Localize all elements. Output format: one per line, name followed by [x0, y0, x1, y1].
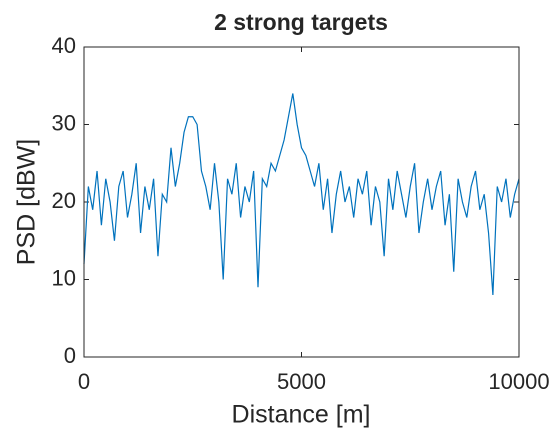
- y-axis-label: PSD [dBW]: [13, 139, 41, 265]
- y-tick-label: 40: [52, 33, 76, 58]
- x-tick-label: 5000: [277, 369, 326, 394]
- y-tick-label: 20: [52, 188, 76, 213]
- y-tick-label: 0: [64, 343, 76, 368]
- chart-title: 2 strong targets: [214, 9, 388, 35]
- y-tick-label: 10: [52, 265, 76, 290]
- data-line: [83, 93, 520, 296]
- x-axis-label: Distance [m]: [232, 401, 371, 429]
- x-tick-label: 0: [78, 369, 90, 394]
- x-tick-label: 10000: [488, 369, 549, 394]
- y-tick-label: 30: [52, 110, 76, 135]
- axes-box: [83, 46, 520, 358]
